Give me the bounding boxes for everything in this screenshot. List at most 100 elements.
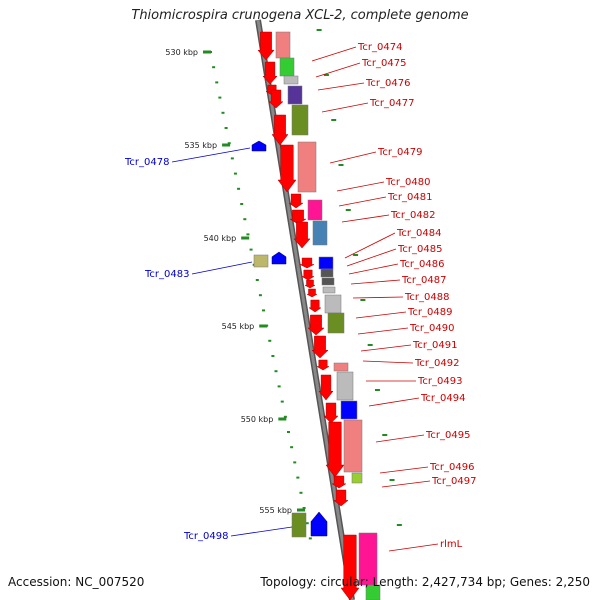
scale-tick-label: 555 kbp xyxy=(259,506,292,515)
gene-block xyxy=(291,104,309,136)
gene-label[interactable]: Tcr_0489 xyxy=(407,307,452,318)
gene-label[interactable]: Tcr_0486 xyxy=(399,259,444,270)
gene-block xyxy=(291,512,307,538)
gene-label[interactable]: Tcr_0490 xyxy=(409,323,454,334)
gene-arrow xyxy=(333,489,349,507)
gene-block xyxy=(275,31,291,59)
gene-arrow xyxy=(271,114,289,146)
gene-label-leader xyxy=(344,232,396,259)
gene-label-leader xyxy=(368,397,420,407)
gene-arrow xyxy=(331,475,347,489)
gene-label-leader xyxy=(315,62,361,78)
gene-arrow xyxy=(308,299,322,313)
gene-arrow xyxy=(277,144,297,193)
gene-block xyxy=(340,400,358,420)
gene-label[interactable]: Tcr_0475 xyxy=(361,58,406,69)
gene-arrow xyxy=(323,402,339,424)
gene-arrow xyxy=(262,61,278,85)
gene-label[interactable]: rlmL xyxy=(440,539,463,550)
backbone-line xyxy=(256,19,354,600)
gene-label[interactable]: Tcr_0478 xyxy=(124,157,169,168)
gene-block xyxy=(321,277,335,286)
gene-label-leader xyxy=(357,327,409,335)
gene-label[interactable]: Tcr_0480 xyxy=(385,177,430,188)
reverse-gene-arrow xyxy=(310,511,328,537)
gene-label[interactable]: Tcr_0493 xyxy=(417,376,462,387)
gene-label[interactable]: Tcr_0479 xyxy=(377,147,422,158)
gene-arrow xyxy=(311,335,329,359)
gene-label-leader xyxy=(329,151,377,164)
gene-block xyxy=(351,472,363,484)
gene-block xyxy=(322,286,336,294)
gene-block xyxy=(297,141,317,193)
gene-label-leader xyxy=(355,311,407,319)
gene-label[interactable]: Tcr_0481 xyxy=(387,192,432,203)
gene-label[interactable]: Tcr_0477 xyxy=(369,98,414,109)
gene-label[interactable]: Tcr_0494 xyxy=(420,393,465,404)
gene-block xyxy=(287,85,303,105)
gene-arrow xyxy=(316,359,330,371)
gene-label-leader xyxy=(317,82,365,91)
scale-tick-label: 535 kbp xyxy=(184,141,217,150)
gene-label[interactable]: Tcr_0491 xyxy=(412,340,457,351)
gene-label-leader xyxy=(230,526,293,537)
gene-label-leader xyxy=(311,46,357,62)
gene-label-leader xyxy=(375,434,425,443)
gene-block xyxy=(318,256,334,270)
scale-tick-label: 540 kbp xyxy=(204,234,237,243)
gene-arrow xyxy=(301,269,315,281)
gene-label-leader xyxy=(352,296,404,299)
gene-arrow xyxy=(288,193,304,209)
gene-label[interactable]: Tcr_0497 xyxy=(431,476,476,487)
scale-tick-label: 545 kbp xyxy=(222,322,255,331)
gene-block xyxy=(320,268,334,278)
gene-label-leader xyxy=(362,360,414,364)
gene-label[interactable]: Tcr_0488 xyxy=(404,292,449,303)
gene-label[interactable]: Tcr_0487 xyxy=(401,275,446,286)
gene-arrow xyxy=(307,314,325,336)
gene-arrow xyxy=(293,221,311,249)
gene-arrow xyxy=(257,31,275,61)
gene-arrow xyxy=(289,209,307,225)
gene-block xyxy=(253,254,269,268)
gene-label-leader xyxy=(360,344,412,352)
gene-arrow xyxy=(306,288,318,298)
gene-label[interactable]: Tcr_0495 xyxy=(425,430,470,441)
gene-label-leader xyxy=(381,480,431,488)
gene-label-leader xyxy=(191,261,253,275)
gene-label[interactable]: Tcr_0483 xyxy=(144,269,189,280)
gene-label-leader xyxy=(388,543,439,552)
gene-block xyxy=(343,419,363,473)
gene-block xyxy=(327,312,345,334)
gene-block xyxy=(333,362,349,372)
gene-block xyxy=(336,371,354,401)
gene-label[interactable]: Tcr_0482 xyxy=(390,210,435,221)
topology-text: Topology: circular; Length: 2,427,734 bp… xyxy=(260,575,590,589)
gene-label-leader xyxy=(171,147,251,163)
gene-label-leader xyxy=(379,466,429,474)
gene-label[interactable]: Tcr_0498 xyxy=(183,531,228,542)
gene-label[interactable]: Tcr_0474 xyxy=(357,42,402,53)
reverse-gene-arrow xyxy=(251,140,267,152)
gene-block xyxy=(283,75,299,85)
gene-block xyxy=(365,584,381,600)
scale-tick-label: 530 kbp xyxy=(165,48,198,57)
gene-block xyxy=(324,294,342,314)
gene-arrow xyxy=(318,374,334,401)
scale-tick-label: 550 kbp xyxy=(241,415,274,424)
gene-arrow xyxy=(299,257,315,269)
gene-label[interactable]: Tcr_0485 xyxy=(397,244,442,255)
gene-label-leader xyxy=(346,248,397,267)
gene-label-leader xyxy=(336,181,385,192)
gene-label[interactable]: Tcr_0496 xyxy=(429,462,474,473)
gene-block xyxy=(307,199,323,221)
gene-block xyxy=(312,220,328,246)
gene-label[interactable]: Tcr_0492 xyxy=(414,358,459,369)
genome-title: Thiomicrospira crunogena XCL-2, complete… xyxy=(131,8,469,23)
gene-label[interactable]: Tcr_0484 xyxy=(396,228,441,239)
gene-label-leader xyxy=(350,279,401,285)
gene-label-leader xyxy=(338,196,387,207)
gene-label[interactable]: Tcr_0476 xyxy=(365,78,410,89)
